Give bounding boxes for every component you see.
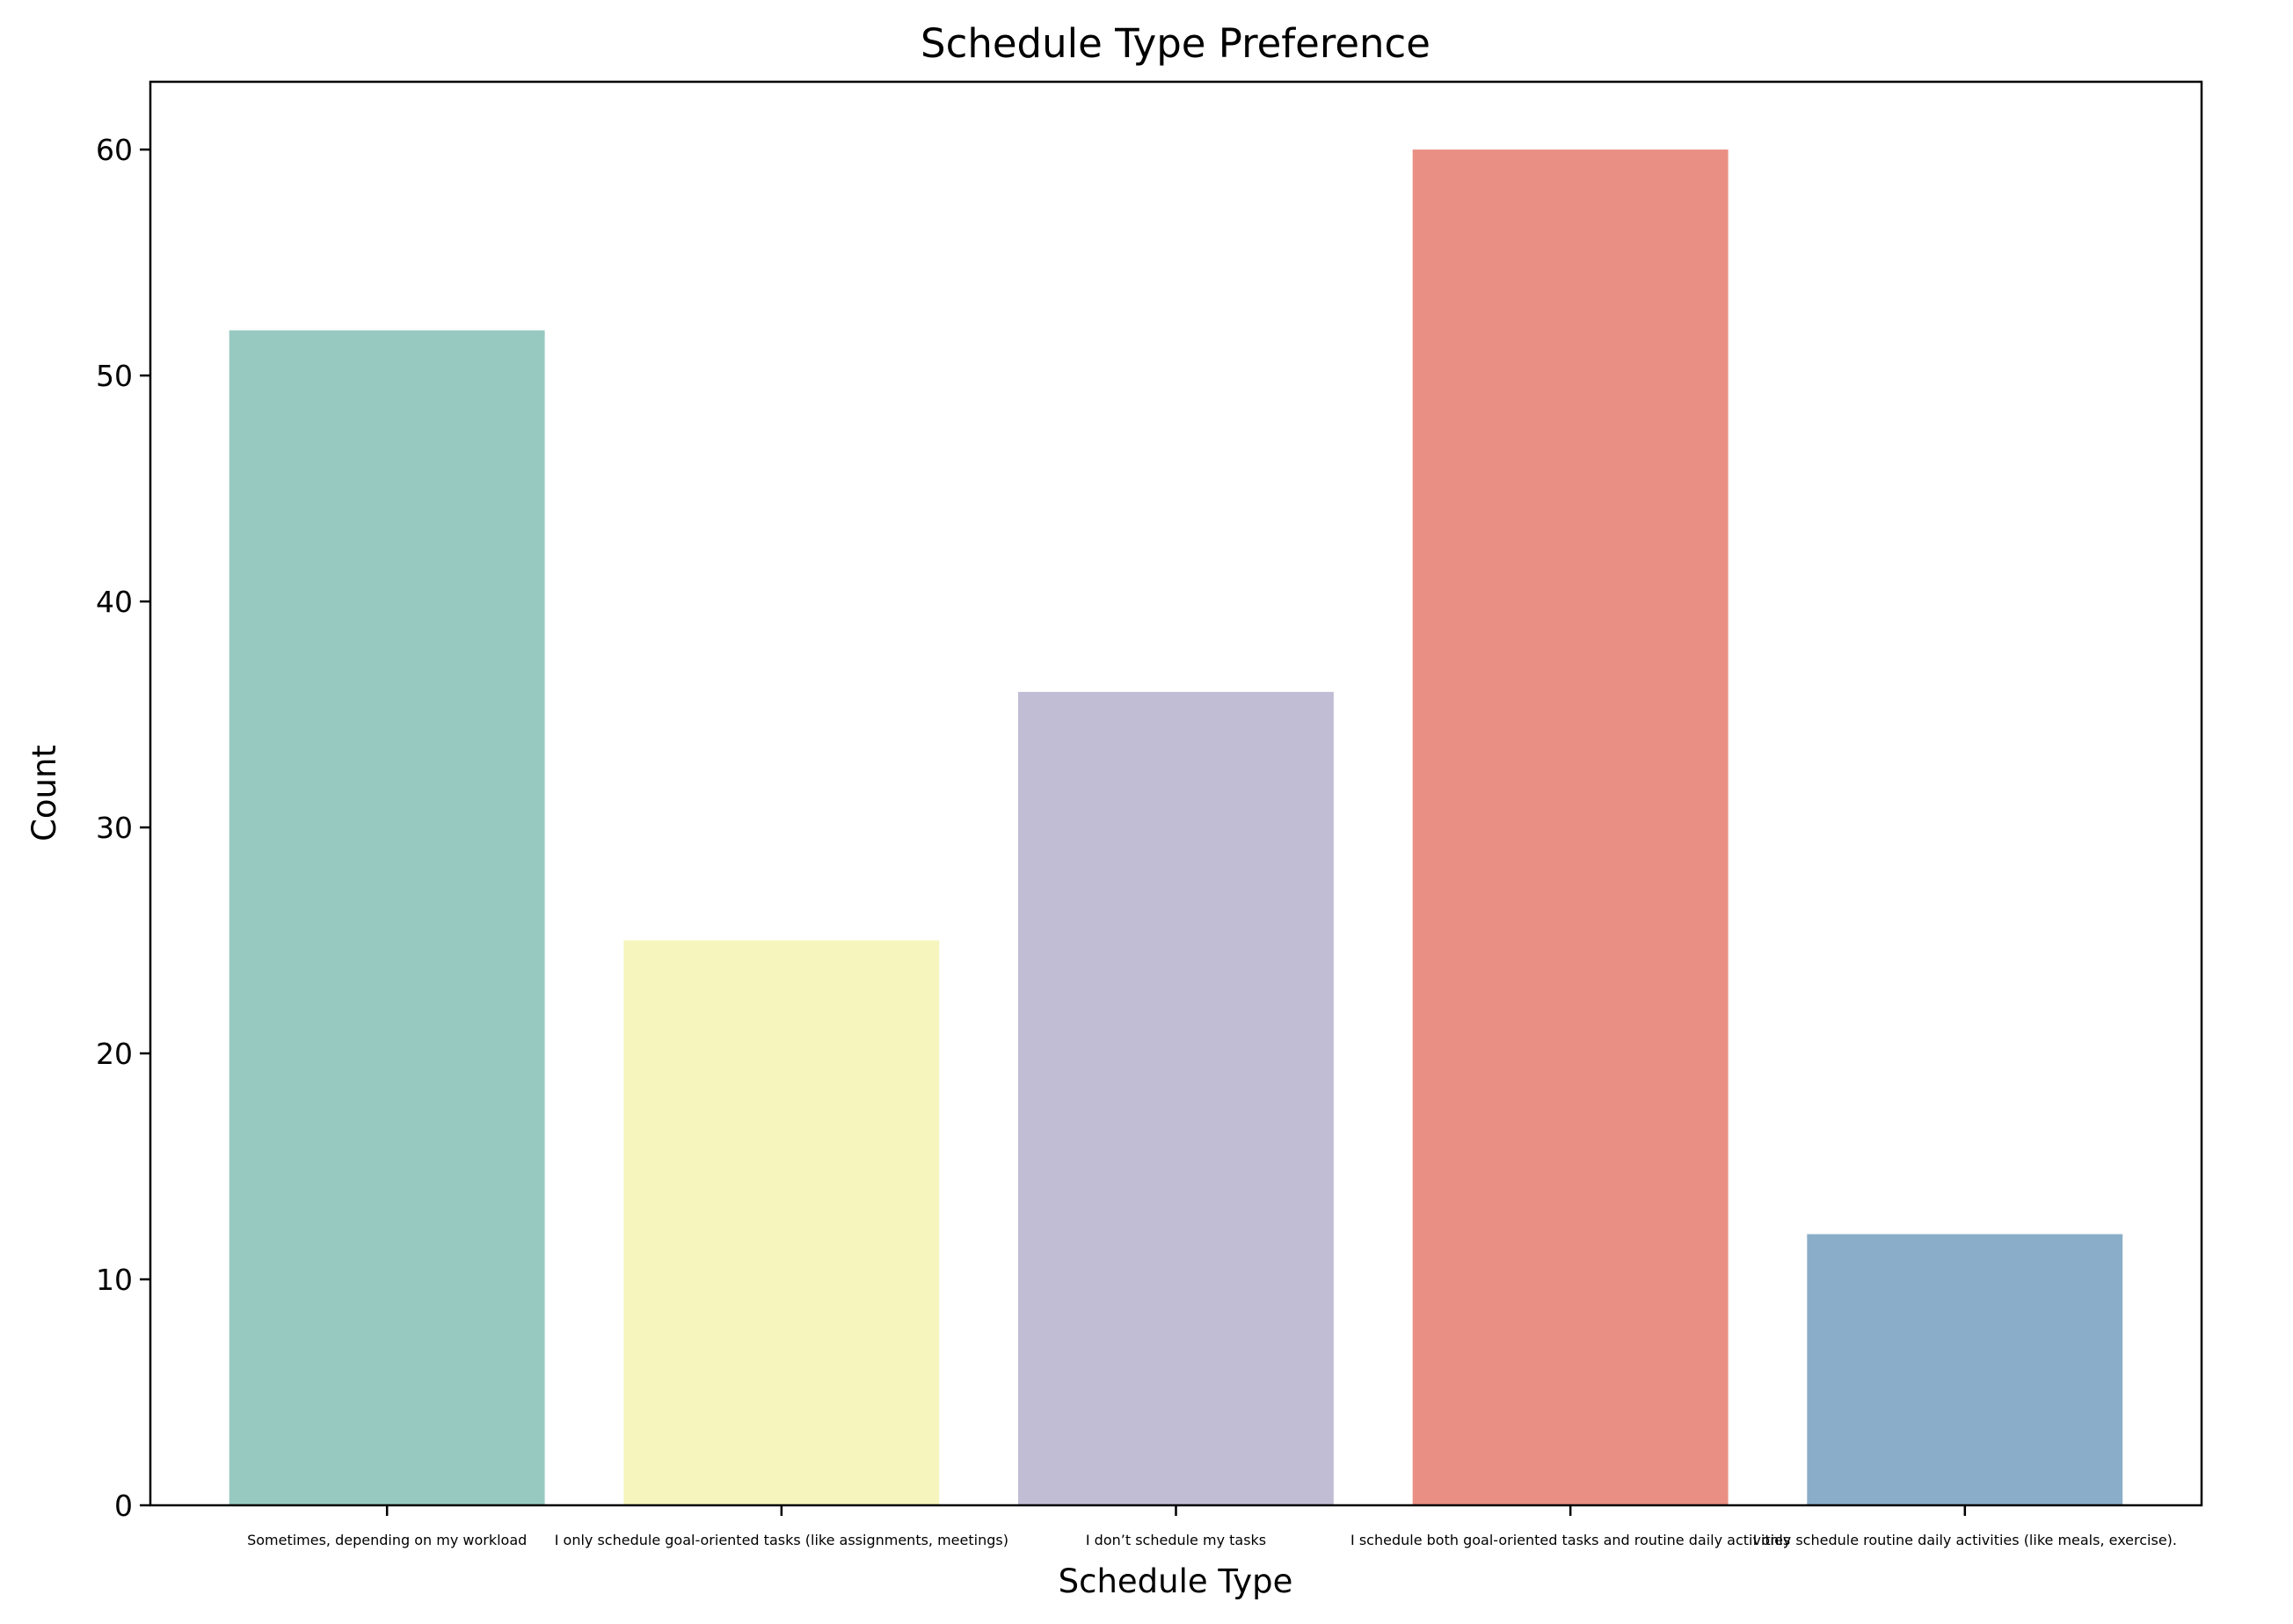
bar xyxy=(1412,149,1729,1506)
x-tick-label: I don’t schedule my tasks xyxy=(1086,1532,1266,1548)
x-axis-label: Schedule Type xyxy=(1059,1562,1293,1600)
y-axis-label: Count xyxy=(25,745,63,841)
x-tick-label: I only schedule routine daily activities… xyxy=(1753,1532,2177,1548)
y-tick-label: 20 xyxy=(96,1037,133,1071)
x-tick-label: I only schedule goal-oriented tasks (lik… xyxy=(555,1532,1008,1548)
x-tick-label: I schedule both goal-oriented tasks and … xyxy=(1350,1532,1790,1548)
y-tick-label: 40 xyxy=(96,585,133,619)
y-tick-label: 0 xyxy=(114,1489,133,1523)
y-tick-label: 60 xyxy=(96,133,133,167)
chart-title: Schedule Type Preference xyxy=(921,20,1430,67)
y-tick-label: 50 xyxy=(96,359,133,393)
bar xyxy=(1807,1234,2123,1505)
x-tick-label: Sometimes, depending on my workload xyxy=(247,1532,527,1548)
y-tick-label: 30 xyxy=(96,811,133,845)
bar xyxy=(1018,691,1334,1505)
y-tick-label: 10 xyxy=(96,1263,133,1297)
bar xyxy=(229,330,545,1506)
bar xyxy=(623,940,940,1505)
